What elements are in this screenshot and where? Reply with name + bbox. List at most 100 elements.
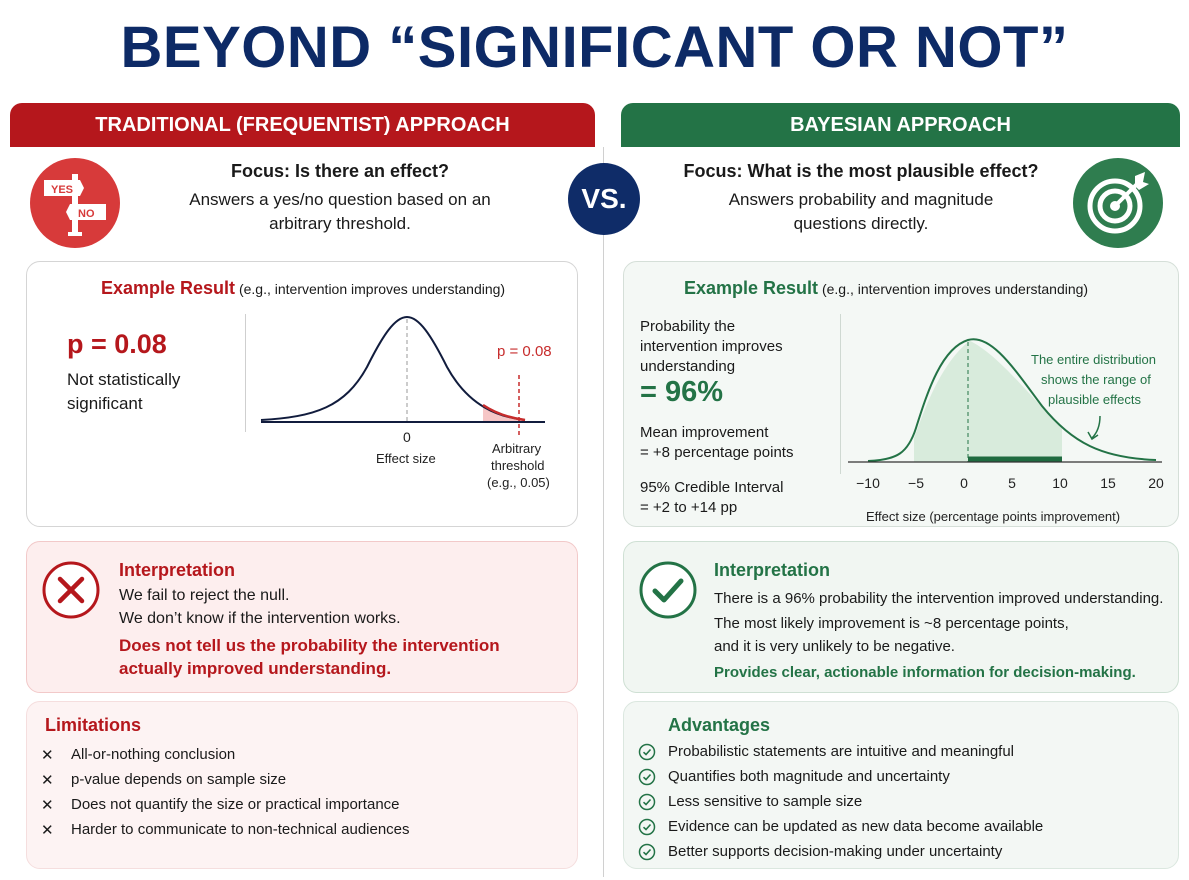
x-tick-label: 0 <box>960 475 968 491</box>
annotation-line1: The entire distribution <box>1031 352 1156 367</box>
probability-line1: Probability the <box>640 318 736 335</box>
chart-separator <box>245 314 246 432</box>
example-title: Example Result (e.g., intervention impro… <box>684 278 1088 299</box>
x-tick-label: −5 <box>908 475 924 491</box>
bayesian-header: BAYESIAN APPROACH <box>621 103 1180 147</box>
probability-line2: intervention improves <box>640 338 783 355</box>
frequentist-column: TRADITIONAL (FREQUENTIST) APPROACH YES N… <box>10 103 595 869</box>
focus-answer-line1: Answers probability and magnitude <box>728 190 994 209</box>
interpretation-line2: We don’t know if the intervention works. <box>119 610 401 627</box>
bayesian-interpretation-card: Interpretation There is a 96% probabilit… <box>623 541 1179 693</box>
limitations-list: ✕ All-or-nothing conclusion ✕ p-value depe… <box>41 742 410 842</box>
list-item: ✕ p-value depends on sample size <box>41 767 410 792</box>
x-icon: ✕ <box>41 746 54 764</box>
threshold-label-2: threshold <box>491 458 544 473</box>
threshold-label-3: (e.g., 0.05) <box>487 475 550 490</box>
focus-answer-line2: arbitrary threshold. <box>269 214 411 233</box>
ci-line2: = +2 to +14 pp <box>640 499 738 516</box>
x-tick-label: 5 <box>1008 475 1016 491</box>
example-title-bold: Example Result <box>684 278 819 298</box>
chart-separator <box>840 314 841 474</box>
advantages-list: Probabilistic statements are intuitive a… <box>638 739 1043 864</box>
list-item: Quantifies both magnitude and uncertaint… <box>638 764 1043 789</box>
focus-answer-line1: Answers a yes/no question based on an <box>189 190 491 209</box>
probability-value: = 96% <box>640 376 724 408</box>
not-significant-line1: Not statistically <box>67 370 181 389</box>
x-tick-label: −10 <box>856 475 880 491</box>
advantage-text: Better supports decision-making under un… <box>668 843 1003 860</box>
list-item: Better supports decision-making under un… <box>638 839 1043 864</box>
focus-answer-line2: questions directly. <box>793 214 929 233</box>
check-circle-icon <box>638 818 668 836</box>
page-title: BEYOND “SIGNIFICANT OR NOT” <box>120 15 1069 80</box>
sign-no-label: NO <box>78 208 95 220</box>
interpretation-title: Interpretation <box>714 560 831 580</box>
vs-badge: VS. <box>568 163 640 235</box>
x-ticks: −10 −5 0 5 10 15 20 <box>856 475 1164 491</box>
interpretation-bold-line2: actually improved understanding. <box>119 659 392 678</box>
annotation-line2: shows the range of <box>1041 372 1151 387</box>
annotation-line3: plausible effects <box>1048 392 1141 407</box>
not-significant-line2: significant <box>67 394 143 413</box>
limitation-text: All-or-nothing conclusion <box>71 746 236 763</box>
frequentist-header: TRADITIONAL (FREQUENTIST) APPROACH <box>10 103 595 147</box>
example-title-bold: Example Result <box>101 278 236 298</box>
tail-highlight-curve <box>482 403 526 422</box>
probability-line3: understanding <box>640 358 736 375</box>
interpretation-line3: and it is very unlikely to be negative. <box>714 638 955 655</box>
x-icon: ✕ <box>41 771 54 789</box>
advantage-text: Quantifies both magnitude and uncertaint… <box>668 768 950 785</box>
interpretation-bold-line1: Does not tell us the probability the int… <box>119 636 500 655</box>
interpretation-line1: We fail to reject the null. <box>119 587 290 604</box>
pvalue-curve <box>260 315 526 421</box>
mean-line2: = +8 percentage points <box>640 444 794 461</box>
chart-xlabel: Effect size (percentage points improveme… <box>866 509 1120 524</box>
sign-yes-label: YES <box>51 184 73 196</box>
limitation-text: Harder to communicate to non-technical a… <box>71 821 410 838</box>
chart-xlabel: Effect size <box>376 451 436 466</box>
target-icon <box>1073 158 1163 248</box>
advantage-text: Less sensitive to sample size <box>668 793 863 810</box>
x-tick-label: 20 <box>1148 475 1164 491</box>
mean-line1: Mean improvement <box>640 424 769 441</box>
annotation-arrowhead <box>1087 431 1099 441</box>
advantage-text: Probabilistic statements are intuitive a… <box>668 743 1015 760</box>
example-subtitle: (e.g., intervention improves understandi… <box>238 281 506 297</box>
example-subtitle: (e.g., intervention improves understandi… <box>821 281 1089 297</box>
focus-question: Focus: What is the most plausible effect… <box>683 161 1039 181</box>
list-item: ✕ Harder to communicate to non-technical … <box>41 817 410 842</box>
bayesian-example-card: Example Result (e.g., intervention impro… <box>623 261 1179 527</box>
posterior-shaded-area <box>914 340 1062 462</box>
tick-zero: 0 <box>403 429 411 445</box>
center-divider <box>603 147 604 877</box>
frequentist-example-card: Example Result (e.g., intervention impro… <box>26 261 578 527</box>
advantages-title: Advantages <box>668 715 771 735</box>
advantage-text: Evidence can be updated as new data beco… <box>668 818 1044 835</box>
interpretation-line2: The most likely improvement is ~8 percen… <box>714 615 1069 632</box>
limitations-title: Limitations <box>45 715 142 735</box>
list-item: Less sensitive to sample size <box>638 789 1043 814</box>
ci-line1: 95% Credible Interval <box>640 479 784 496</box>
p-value: p = 0.08 <box>67 329 167 359</box>
x-icon: ✕ <box>41 821 54 839</box>
interpretation-line1: There is a 96% probability the intervent… <box>714 590 1164 607</box>
list-item: ✕ All-or-nothing conclusion <box>41 742 410 767</box>
bayesian-focus: Focus: What is the most plausible effect… <box>651 161 1071 236</box>
pvalue-chart: p = 0.08 0 Effect size Arbitrary thresho… <box>260 315 552 490</box>
limitation-text: Does not quantify the size or practical … <box>71 796 400 813</box>
annotation-arrow <box>1091 415 1101 439</box>
pvalue-tail-area <box>483 406 525 422</box>
interpretation-title: Interpretation <box>119 560 236 580</box>
example-title: Example Result (e.g., intervention impro… <box>101 278 505 299</box>
x-tick-label: 10 <box>1052 475 1068 491</box>
x-tick-label: 15 <box>1100 475 1116 491</box>
list-item: Evidence can be updated as new data beco… <box>638 814 1043 839</box>
interpretation-bold: Provides clear, actionable information f… <box>714 664 1136 681</box>
threshold-label-1: Arbitrary <box>492 441 542 456</box>
x-circle-icon <box>42 561 100 619</box>
chart-p-label: p = 0.08 <box>497 343 552 360</box>
advantages-card: Advantages Probabilistic statements are … <box>623 701 1179 869</box>
posterior-chart: −10 −5 0 5 10 15 20 The entire distribution sh… <box>848 338 1164 524</box>
list-item: Probabilistic statements are intuitive a… <box>638 739 1043 764</box>
list-item: ✕ Does not quantify the size or practical… <box>41 792 410 817</box>
